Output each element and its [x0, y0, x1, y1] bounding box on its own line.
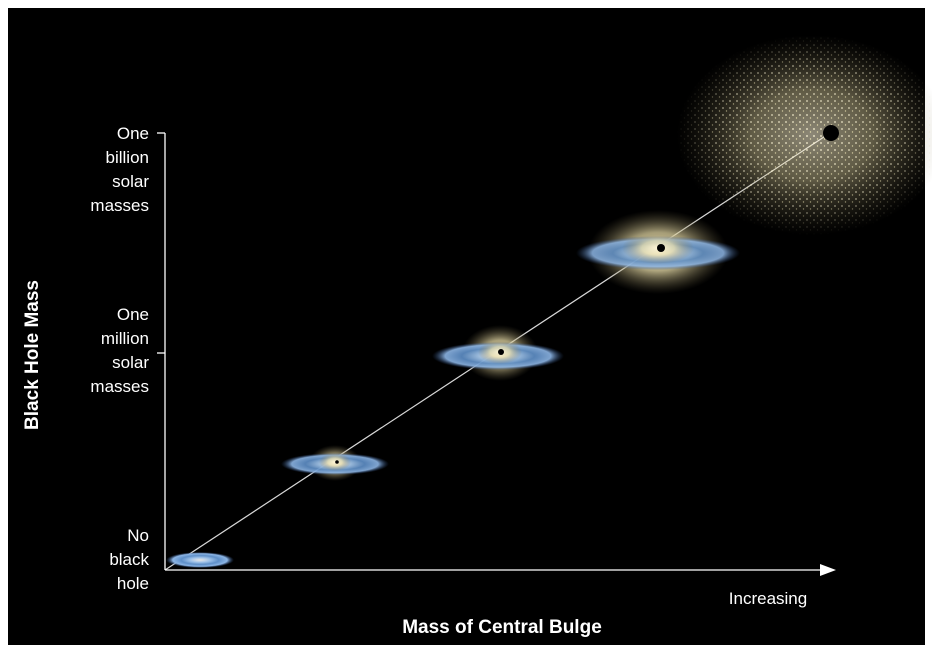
y-label: masses	[90, 377, 149, 396]
galaxy-2	[281, 445, 389, 481]
galaxy-small	[166, 552, 234, 568]
y-label: solar	[112, 172, 149, 191]
y-label: No	[127, 526, 149, 545]
y-label: solar	[112, 353, 149, 372]
y-axis-title: Black Hole Mass	[22, 280, 43, 430]
x-axis-title: Mass of Central Bulge	[402, 617, 602, 638]
x-arrow	[820, 564, 836, 576]
y-label: One	[117, 124, 149, 143]
y-label: billion	[106, 148, 149, 167]
y-label: million	[101, 329, 149, 348]
galaxy-elliptical	[677, 35, 932, 235]
galaxy-3	[432, 325, 564, 381]
y-labels: One billion solar masses One million solar mass…	[90, 124, 149, 593]
y-label: hole	[117, 574, 149, 593]
x-arrow-label: Increasing	[729, 589, 807, 608]
y-label: One	[117, 305, 149, 324]
y-label: masses	[90, 196, 149, 215]
y-label: black	[109, 550, 149, 569]
